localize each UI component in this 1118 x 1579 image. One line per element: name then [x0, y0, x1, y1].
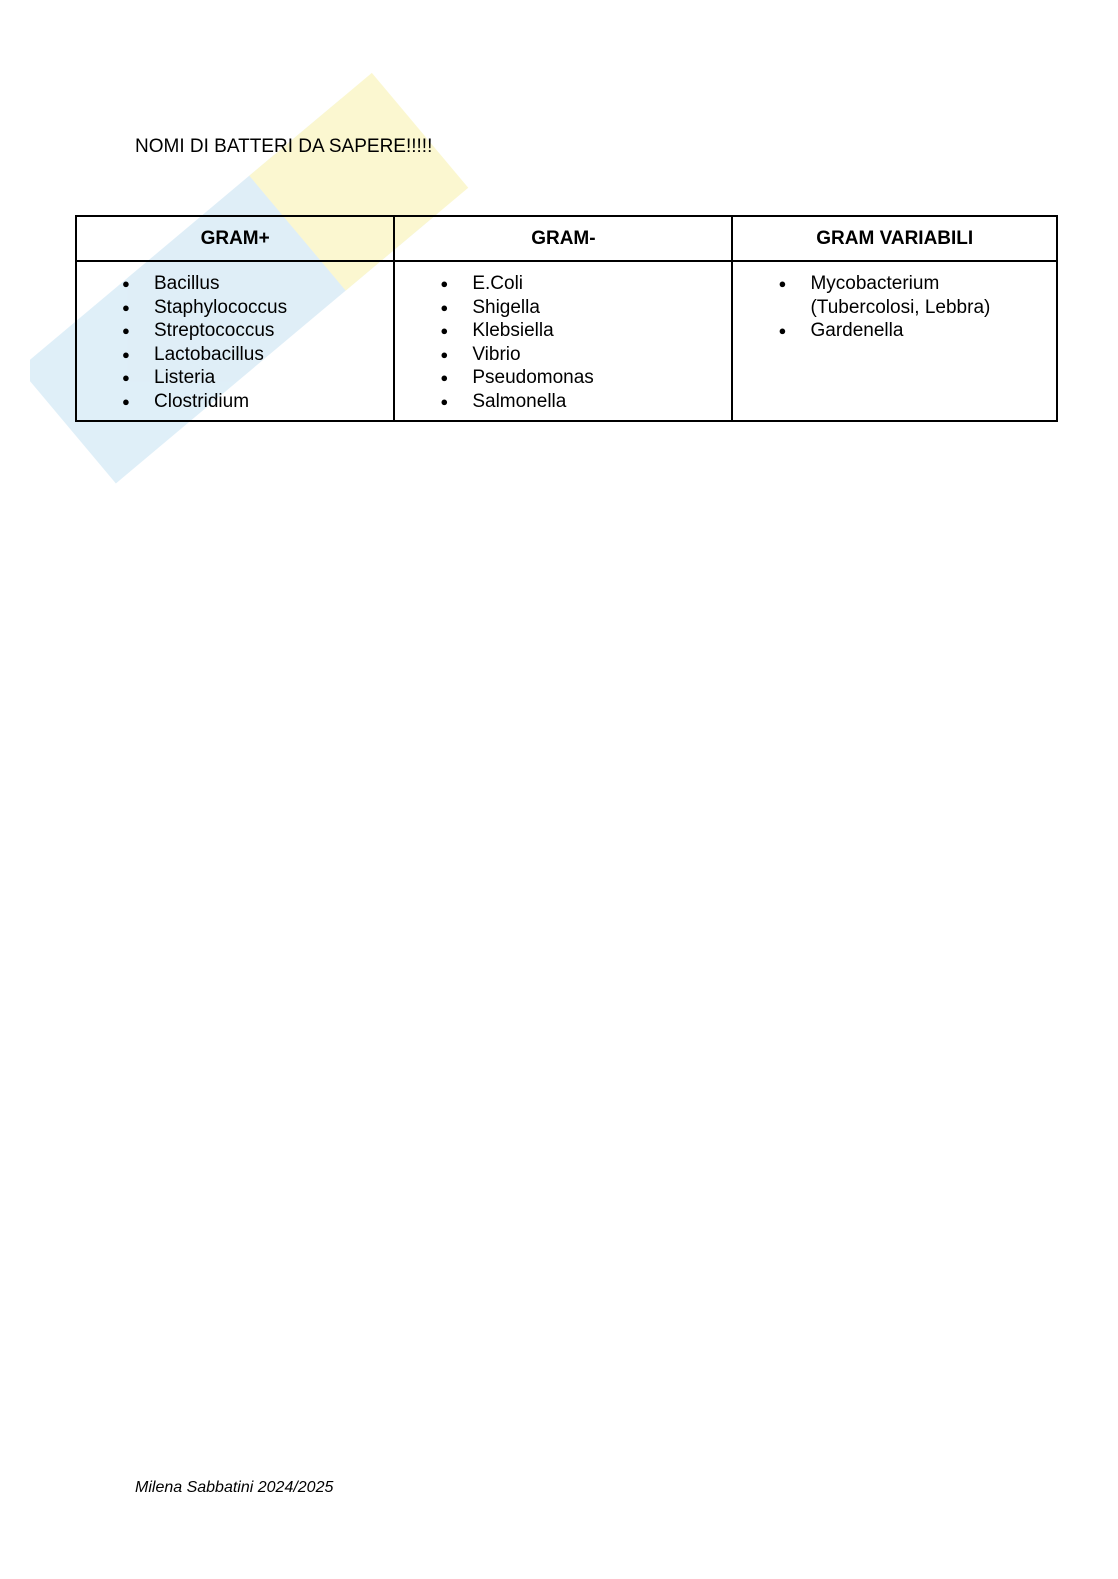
cell-gram-negative: E.Coli Shigella Klebsiella Vibrio Pseudo… — [393, 260, 734, 422]
list-item: Shigella — [440, 296, 731, 320]
list-item: Vibrio — [440, 343, 731, 367]
list-item: Lactobacillus — [122, 343, 393, 367]
list-item: Bacillus — [122, 272, 393, 296]
list-item: Listeria — [122, 366, 393, 390]
list-item: Streptococcus — [122, 319, 393, 343]
header-gram-positive: GRAM+ — [74, 215, 396, 262]
cell-gram-positive: Bacillus Staphylococcus Streptococcus La… — [74, 260, 396, 422]
header-gram-variable: GRAM VARIABILI — [731, 215, 1058, 262]
list-item: Mycobacterium (Tubercolosi, Lebbra) — [779, 272, 1016, 319]
list-item: Klebsiella — [440, 319, 731, 343]
cell-gram-variable: Mycobacterium (Tubercolosi, Lebbra) Gard… — [731, 260, 1058, 422]
page-title: NOMI DI BATTERI DA SAPERE!!!!! — [135, 136, 433, 157]
bacteria-table: GRAM+ GRAM- GRAM VARIABILI Bacillus Stap… — [74, 215, 1058, 422]
list-item: E.Coli — [440, 272, 731, 296]
list-item: Salmonella — [440, 390, 731, 414]
footer-author: Milena Sabbatini 2024/2025 — [135, 1479, 334, 1496]
list-item: Gardenella — [779, 319, 1016, 343]
list-item: Staphylococcus — [122, 296, 393, 320]
list-item: Clostridium — [122, 390, 393, 414]
list-item: Pseudomonas — [440, 366, 731, 390]
header-gram-negative: GRAM- — [393, 215, 734, 262]
